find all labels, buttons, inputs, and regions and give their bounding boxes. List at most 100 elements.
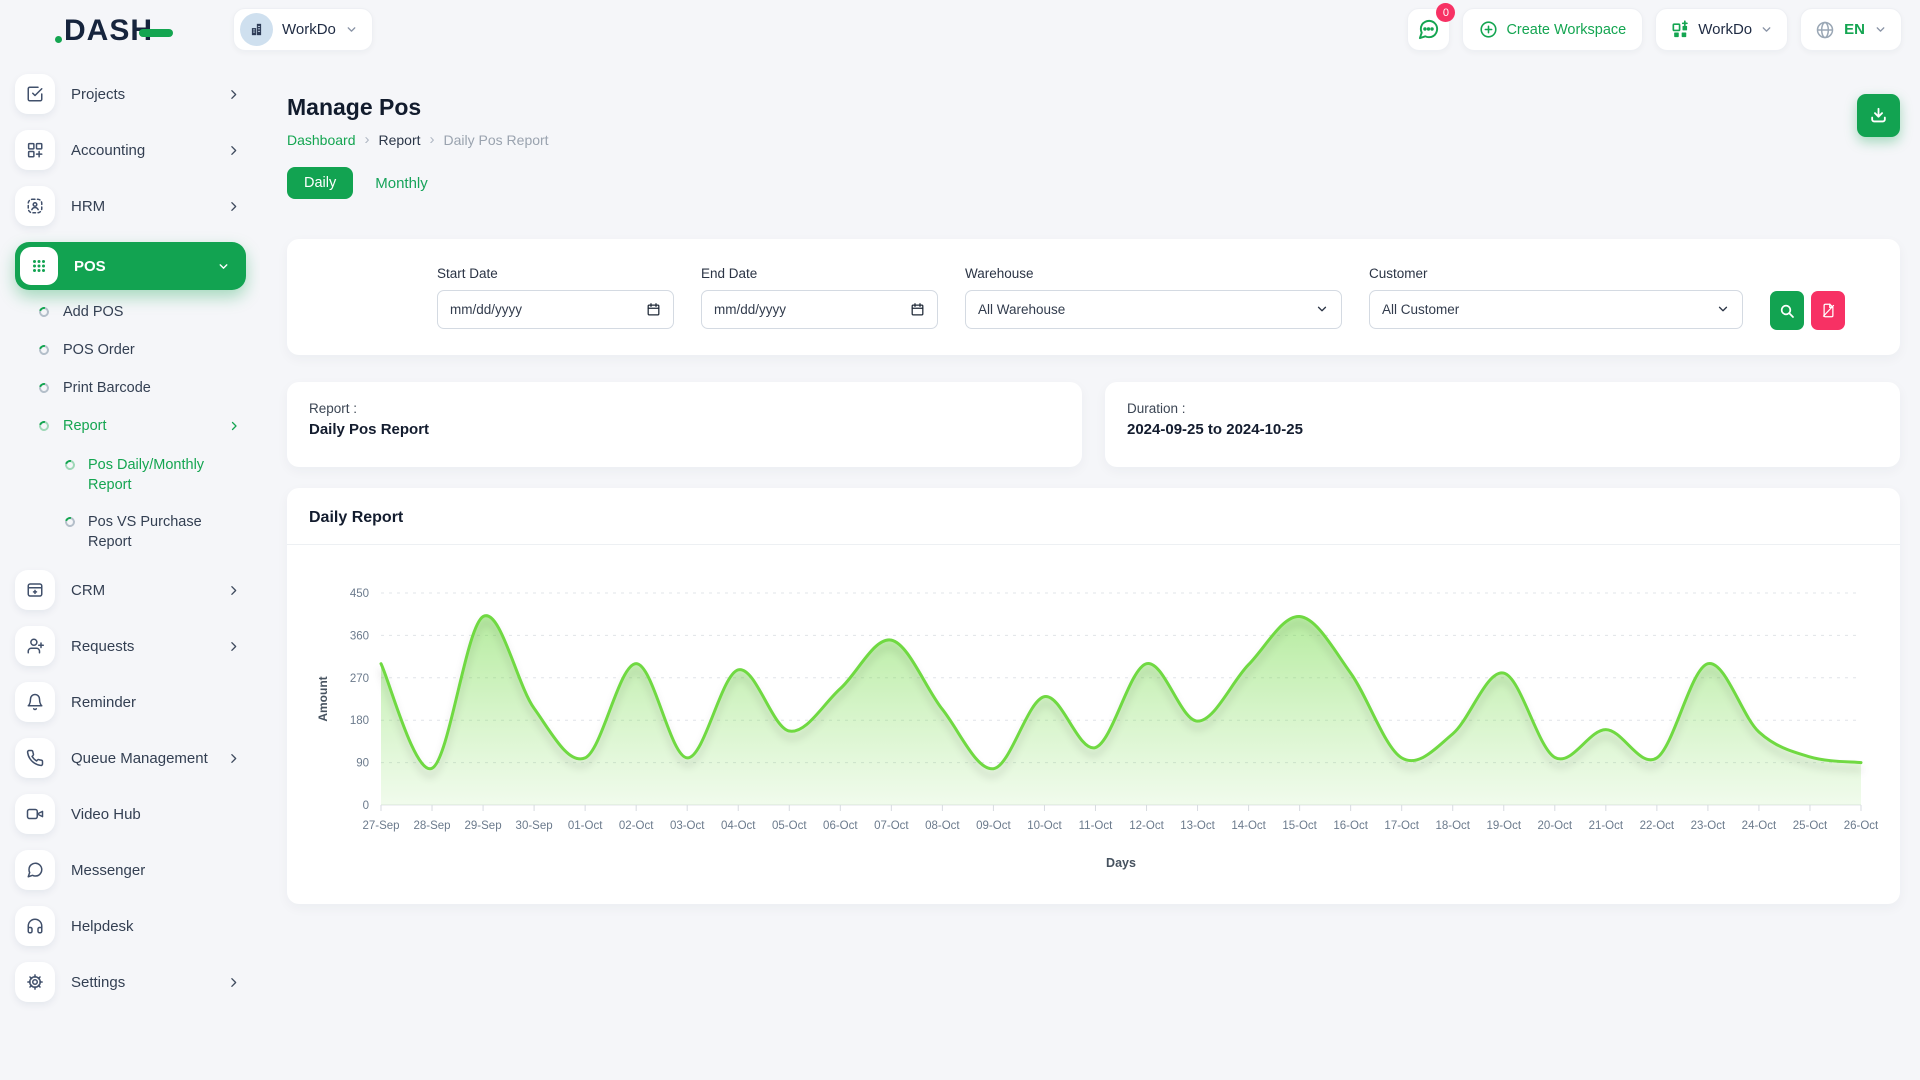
workspace-selector[interactable]: WorkDo <box>233 8 373 51</box>
chevron-right-icon <box>227 976 240 989</box>
grid-dots-icon <box>20 247 58 285</box>
page-title: Manage Pos <box>287 94 549 121</box>
sidebar-item-crm[interactable]: CRM <box>15 570 246 610</box>
svg-text:13-Oct: 13-Oct <box>1180 820 1215 832</box>
chevron-down-icon <box>1874 23 1887 36</box>
bullet-icon <box>63 458 77 472</box>
svg-text:26-Oct: 26-Oct <box>1844 820 1879 832</box>
account-menu[interactable]: WorkDo <box>1655 8 1788 51</box>
svg-text:18-Oct: 18-Oct <box>1435 820 1470 832</box>
language-selector[interactable]: EN <box>1800 8 1902 51</box>
create-workspace-button[interactable]: Create Workspace <box>1462 8 1643 51</box>
chat-bubble-icon <box>15 850 55 890</box>
notifications-button[interactable]: 0 <box>1407 8 1450 51</box>
sidebar-item-pos[interactable]: POS <box>15 242 246 290</box>
chevron-right-icon <box>227 752 240 765</box>
calendar-icon <box>910 302 925 317</box>
sidebar-item-print-barcode[interactable]: Print Barcode <box>39 380 246 396</box>
svg-text:30-Sep: 30-Sep <box>516 820 553 832</box>
svg-text:Amount: Amount <box>316 676 330 721</box>
check-square-icon <box>15 74 55 114</box>
calendar-icon <box>646 302 661 317</box>
sidebar-item-pos-vs-purchase-report[interactable]: Pos VS Purchase Report <box>65 513 246 552</box>
svg-text:Days: Days <box>1106 856 1136 870</box>
sidebar-item-reminder[interactable]: Reminder <box>15 682 246 722</box>
logo-dash-icon <box>139 29 173 37</box>
sidebar-item-hrm[interactable]: HRM <box>15 186 246 226</box>
search-button[interactable] <box>1770 291 1804 330</box>
sidebar-item-requests[interactable]: Requests <box>15 626 246 666</box>
filter-card: Start Date mm/dd/yyyy End Date mm/dd/yyy… <box>287 239 1900 355</box>
svg-text:12-Oct: 12-Oct <box>1129 820 1164 832</box>
warehouse-label: Warehouse <box>965 266 1342 281</box>
search-icon <box>1779 303 1795 319</box>
logo-dot-icon <box>55 36 62 43</box>
sidebar-item-helpdesk[interactable]: Helpdesk <box>15 906 246 946</box>
svg-text:15-Oct: 15-Oct <box>1282 820 1317 832</box>
workspace-name: WorkDo <box>282 21 336 38</box>
svg-text:23-Oct: 23-Oct <box>1691 820 1726 832</box>
sidebar-item-video-hub[interactable]: Video Hub <box>15 794 246 834</box>
chevron-down-icon <box>1315 302 1329 316</box>
tab-monthly[interactable]: Monthly <box>375 175 428 192</box>
sidebar-item-projects[interactable]: Projects <box>15 74 246 114</box>
svg-text:180: 180 <box>350 715 369 727</box>
breadcrumb-dashboard[interactable]: Dashboard <box>287 132 356 148</box>
svg-text:270: 270 <box>350 673 369 685</box>
svg-text:02-Oct: 02-Oct <box>619 820 654 832</box>
svg-text:24-Oct: 24-Oct <box>1742 820 1777 832</box>
user-plus-icon <box>15 626 55 666</box>
svg-text:06-Oct: 06-Oct <box>823 820 858 832</box>
svg-text:04-Oct: 04-Oct <box>721 820 756 832</box>
svg-text:10-Oct: 10-Oct <box>1027 820 1062 832</box>
gear-icon <box>15 962 55 1002</box>
sidebar-item-settings[interactable]: Settings <box>15 962 246 1002</box>
sidebar-item-accounting[interactable]: Accounting <box>15 130 246 170</box>
language-label: EN <box>1844 21 1865 38</box>
chat-bubble-icon <box>1417 18 1440 41</box>
notification-badge: 0 <box>1436 3 1455 22</box>
sidebar-item-pos-daily-monthly-report[interactable]: Pos Daily/Monthly Report <box>65 456 246 495</box>
svg-text:450: 450 <box>350 588 369 600</box>
breadcrumb-report[interactable]: Report <box>379 132 421 148</box>
bullet-icon <box>37 305 51 319</box>
tab-daily[interactable]: Daily <box>287 167 353 199</box>
bullet-icon <box>63 515 77 529</box>
chevron-down-icon <box>1716 302 1730 316</box>
sidebar-item-messenger[interactable]: Messenger <box>15 850 246 890</box>
start-date-label: Start Date <box>437 266 674 281</box>
chart-title: Daily Report <box>287 488 1900 544</box>
chevron-right-icon <box>227 584 240 597</box>
bullet-icon <box>37 381 51 395</box>
warehouse-select[interactable]: All Warehouse <box>965 290 1342 329</box>
chevron-right-icon: › <box>430 131 435 148</box>
reset-filter-button[interactable] <box>1811 291 1845 330</box>
video-camera-icon <box>15 794 55 834</box>
report-info-card: Report : Daily Pos Report <box>287 382 1082 467</box>
svg-text:25-Oct: 25-Oct <box>1793 820 1828 832</box>
card-plus-icon <box>15 570 55 610</box>
chevron-down-icon <box>217 260 230 273</box>
user-frame-icon <box>15 186 55 226</box>
start-date-input[interactable]: mm/dd/yyyy <box>437 290 674 329</box>
sidebar-item-queue-management[interactable]: Queue Management <box>15 738 246 778</box>
svg-text:29-Sep: 29-Sep <box>465 820 502 832</box>
app-logo[interactable]: DASH <box>55 16 173 46</box>
chevron-right-icon <box>227 88 240 101</box>
chevron-right-icon <box>227 144 240 157</box>
end-date-input[interactable]: mm/dd/yyyy <box>701 290 938 329</box>
grid-plus-icon <box>15 130 55 170</box>
chevron-right-icon <box>227 640 240 653</box>
grid-plus-icon <box>1670 20 1690 40</box>
sidebar-item-pos-order[interactable]: POS Order <box>39 342 246 358</box>
headphones-icon <box>15 906 55 946</box>
end-date-label: End Date <box>701 266 938 281</box>
customer-select[interactable]: All Customer <box>1369 290 1743 329</box>
sidebar-item-report[interactable]: Report <box>39 418 246 434</box>
file-slash-icon <box>1821 303 1836 318</box>
export-download-button[interactable] <box>1857 94 1900 137</box>
report-label: Report : <box>309 401 1060 416</box>
sidebar-item-add-pos[interactable]: Add POS <box>39 304 246 320</box>
duration-value: 2024-09-25 to 2024-10-25 <box>1127 421 1878 438</box>
chevron-right-icon: › <box>365 131 370 148</box>
